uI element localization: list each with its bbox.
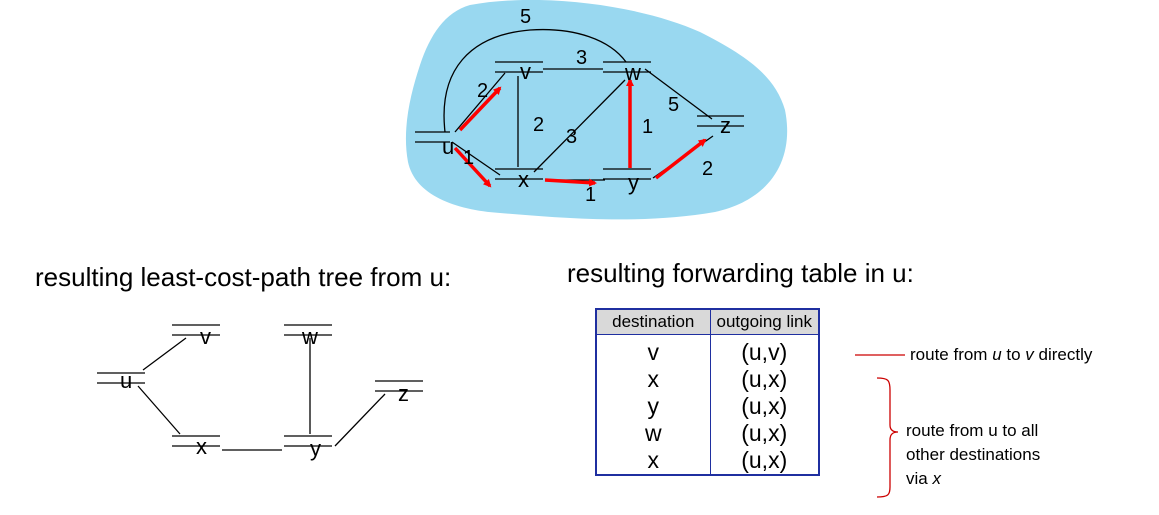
link-cell: (u,x) [741,366,788,392]
tree-node-z: z [398,381,409,406]
tree-node-w: w [301,324,318,349]
direct-note-prefix: route from [910,345,993,364]
table-header-row: destination outgoing link [596,309,819,335]
cost-y-z: 2 [702,158,713,180]
node-y-label: y [628,170,639,195]
arrow-y-z [654,138,707,180]
via-note-line-1: route from u to all [906,421,1039,440]
table-row: w (u,x) [596,420,819,447]
least-cost-tree: u v w z x y [97,324,423,461]
network-cloud [405,0,788,220]
tree-arrows [453,78,707,188]
table-row: y (u,x) [596,393,819,420]
link-cell: (u,x) [741,393,788,419]
tree-node-y: y [310,436,321,461]
table-row: x (u,x) [596,366,819,393]
node-z-label: z [720,113,731,138]
cost-u-x: 1 [463,147,474,169]
arrow-u-v [458,86,502,132]
via-note-line-2: other destinations [906,445,1041,464]
column-header-destination: destination [596,309,711,335]
via-note-x: x [932,469,941,488]
via-bracket [876,377,899,498]
arrow-u-x [453,146,492,188]
direct-note-mid: to [1001,345,1026,364]
link-w-z [644,68,713,120]
node-v-label: v [520,59,531,84]
cost-v-w: 3 [576,47,587,69]
destination-cell: x [596,366,711,393]
node-u-label: u [442,134,454,159]
node-x-label: x [518,167,529,192]
tree-node-x: x [196,434,207,459]
table-row: x (u,x) [596,447,819,475]
forwarding-table-wrap: destination outgoing link v (u,v) x (u,x… [595,308,820,476]
annotation-brackets [855,354,905,498]
arrow-x-y [544,178,597,187]
link-cell: (u,x) [741,420,788,446]
tree-heading: resulting least-cost-path tree from u: [35,262,452,292]
via-note-prefix: via [906,469,933,488]
cost-u-v: 2 [477,80,488,102]
node-w-label: w [624,60,641,85]
direct-note-suffix: directly [1033,345,1093,364]
link-cost-labels: 5 2 3 5 2 3 1 1 1 2 [463,6,713,206]
direct-note-u: u [992,345,1002,364]
tree-node-v: v [200,324,211,349]
link-x-w [533,79,626,173]
destination-cell: v [596,334,711,366]
link-cell: (u,x) [741,447,788,473]
direct-note-v: v [1025,345,1034,364]
destination-cell: w [596,420,711,447]
cost-x-w: 3 [566,126,577,148]
cost-w-z: 5 [668,94,679,116]
cost-v-x: 2 [533,114,544,136]
via-route-note: route from u to all other destinations v… [906,419,1040,491]
graph-node-labels: u v w z x y [442,59,731,195]
destination-cell: x [596,447,711,475]
table-row: v (u,v) [596,334,819,366]
router-bars [415,61,744,180]
direct-route-note: route from u to v directly [910,343,1092,367]
cost-x-y: 1 [585,184,596,206]
cost-u-w: 5 [520,6,531,28]
link-u-v [454,72,506,133]
link-u-x [451,141,501,176]
table-heading: resulting forwarding table in u: [567,258,914,288]
link-u-w [443,28,627,133]
destination-cell: y [596,393,711,420]
via-note-line-3: via x [906,467,1040,491]
forwarding-table: destination outgoing link v (u,v) x (u,x… [595,308,820,476]
column-header-outgoing-link: outgoing link [710,309,819,335]
tree-node-u: u [120,368,132,393]
link-cell: (u,v) [741,339,788,365]
cost-w-y: 1 [642,116,653,138]
